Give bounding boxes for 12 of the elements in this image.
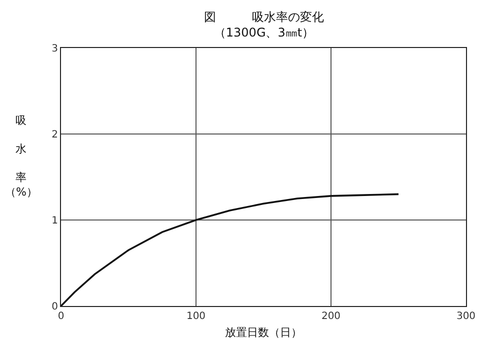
x-tick-label: 100	[186, 311, 206, 322]
y-tick-label: 0	[52, 302, 58, 312]
text: 吸水率（%）	[5, 114, 38, 198]
line-series	[61, 193, 400, 306]
chart-subtitle: （1300G、3㎜t）	[214, 26, 314, 40]
y-tick-label: 3	[52, 44, 58, 54]
x-tick-label: 300	[456, 311, 476, 322]
y-tick-label: 1	[52, 216, 58, 226]
x-tick-label: 200	[321, 311, 341, 322]
chart-title: 図 吸水率の変化	[204, 10, 324, 24]
x-axis-title: 放置日数（日）	[225, 326, 302, 339]
y-tick-label: 2	[52, 130, 58, 140]
